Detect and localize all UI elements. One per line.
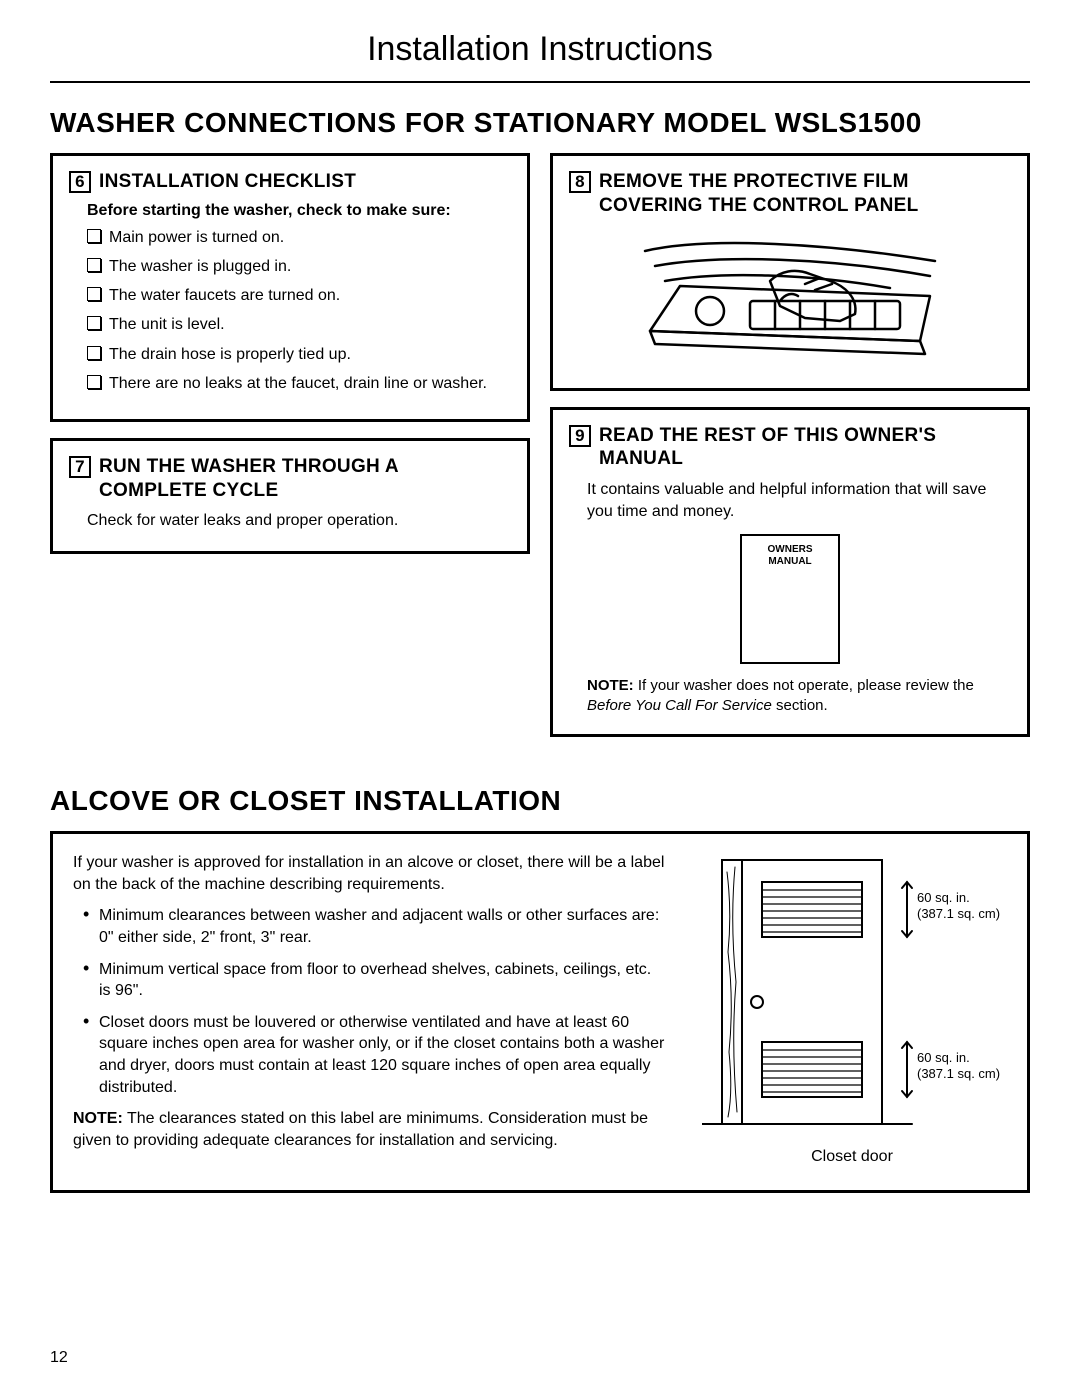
owners-manual-illustration: OWNERS MANUAL [569,534,1011,664]
alcove-bullet: Minimum vertical space from floor to ove… [83,959,667,1002]
checklist-item: Main power is turned on. [87,226,511,249]
step-7-box: 7 RUN THE WASHER THROUGH A COMPLETE CYCL… [50,438,530,554]
checklist-item: The unit is level. [87,313,511,336]
left-column: 6 INSTALLATION CHECKLIST Before starting… [50,153,530,737]
step-6-number: 6 [69,171,91,193]
step-7-number: 7 [69,456,91,478]
step-9-header: 9 READ THE REST OF THIS OWNER'S MANUAL [569,424,1011,472]
section-title-washer: WASHER CONNECTIONS FOR STATIONARY MODEL … [50,107,1030,139]
step-7-header: 7 RUN THE WASHER THROUGH A COMPLETE CYCL… [69,455,511,503]
step-9-number: 9 [569,425,591,447]
note-italic: Before You Call For Service [587,697,772,714]
vent-label-1b: (387.1 sq. cm) [917,906,1000,921]
step-7-title: RUN THE WASHER THROUGH A COMPLETE CYCLE [99,455,511,503]
closet-door-caption: Closet door [811,1148,893,1166]
note-text: If your washer does not operate, please … [634,677,974,694]
steps-two-column: 6 INSTALLATION CHECKLIST Before starting… [50,153,1030,737]
closet-door-illustration: 60 sq. in. (387.1 sq. cm) 60 sq. in. (38… [702,852,1002,1142]
alcove-bullet: Closet doors must be louvered or otherwi… [83,1012,667,1098]
vent-label-2b: (387.1 sq. cm) [917,1066,1000,1081]
alcove-intro: If your washer is approved for installat… [73,852,667,895]
step-8-box: 8 REMOVE THE PROTECTIVE FILM COVERING TH… [550,153,1030,391]
vent-label-1a: 60 sq. in. [917,890,970,905]
step-9-text: It contains valuable and helpful informa… [587,479,1011,524]
step-6-lead: Before starting the washer, check to mak… [87,202,511,220]
step-6-header: 6 INSTALLATION CHECKLIST [69,170,511,194]
manual-label-line1: OWNERS [742,544,838,556]
step-8-header: 8 REMOVE THE PROTECTIVE FILM COVERING TH… [569,170,1011,218]
page-title: Installation Instructions [50,30,1030,83]
page-number: 12 [50,1349,68,1367]
section-title-alcove: ALCOVE OR CLOSET INSTALLATION [50,785,1030,817]
note-tail: section. [772,697,828,714]
checklist-item: The water faucets are turned on. [87,284,511,307]
note-label: NOTE: [73,1110,123,1127]
alcove-bullets: Minimum clearances between washer and ad… [83,905,667,1098]
manual-label-line2: MANUAL [742,556,838,568]
step-8-title: REMOVE THE PROTECTIVE FILM COVERING THE … [599,170,1011,218]
alcove-box: If your washer is approved for installat… [50,831,1030,1193]
note-label: NOTE: [587,677,634,694]
checklist-item: The washer is plugged in. [87,255,511,278]
alcove-note: NOTE: The clearances stated on this labe… [73,1108,667,1151]
step-7-text: Check for water leaks and proper operati… [87,510,511,532]
note-text: The clearances stated on this label are … [73,1110,648,1149]
vent-label-2a: 60 sq. in. [917,1050,970,1065]
step-9-note: NOTE: If your washer does not operate, p… [587,676,1011,717]
step-6-box: 6 INSTALLATION CHECKLIST Before starting… [50,153,530,422]
step-9-box: 9 READ THE REST OF THIS OWNER'S MANUAL I… [550,407,1030,738]
step-8-number: 8 [569,171,591,193]
alcove-bullet: Minimum clearances between washer and ad… [83,905,667,948]
alcove-text: If your washer is approved for installat… [73,852,667,1166]
step-9-title: READ THE REST OF THIS OWNER'S MANUAL [599,424,1011,472]
control-panel-illustration [630,226,950,366]
right-column: 8 REMOVE THE PROTECTIVE FILM COVERING TH… [550,153,1030,737]
checklist-item: The drain hose is properly tied up. [87,343,511,366]
step-6-checklist: Main power is turned on. The washer is p… [87,226,511,395]
step-6-title: INSTALLATION CHECKLIST [99,170,356,194]
alcove-diagram: 60 sq. in. (387.1 sq. cm) 60 sq. in. (38… [697,852,1007,1166]
checklist-item: There are no leaks at the faucet, drain … [87,372,511,395]
